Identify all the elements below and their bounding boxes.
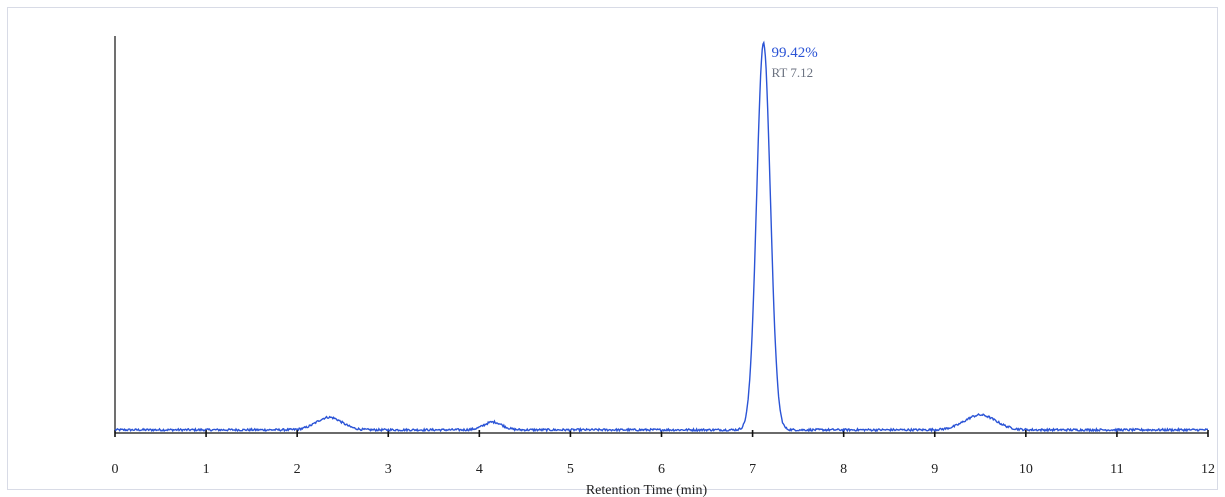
x-tick-label-0: 0 xyxy=(112,462,119,477)
x-tick-label-7: 7 xyxy=(749,462,756,477)
x-tick-label-12: 12 xyxy=(1201,462,1215,477)
peak-rt-label: RT 7.12 xyxy=(772,65,814,80)
x-tick-label-1: 1 xyxy=(203,462,210,477)
x-axis-label: Retention Time (min) xyxy=(586,483,708,497)
x-ticks: 0 1 2 3 4 5 6 7 8 9 10 11 12 xyxy=(112,430,1215,477)
x-tick-label-10: 10 xyxy=(1019,462,1033,477)
chart-frame xyxy=(7,7,1218,490)
peak-percent-label: 99.42% xyxy=(772,45,818,61)
peak-annotations: 99.42% RT 7.12 xyxy=(772,45,818,80)
x-tick-label-11: 11 xyxy=(1110,462,1123,477)
x-tick-label-9: 9 xyxy=(931,462,938,477)
x-tick-label-3: 3 xyxy=(385,462,392,477)
chromatogram-trace xyxy=(114,40,1209,433)
x-tick-label-4: 4 xyxy=(476,462,483,477)
x-tick-label-6: 6 xyxy=(658,462,665,477)
x-tick-label-2: 2 xyxy=(294,462,301,477)
x-tick-label-5: 5 xyxy=(567,462,574,477)
axes xyxy=(114,36,1208,434)
x-tick-label-8: 8 xyxy=(840,462,847,477)
